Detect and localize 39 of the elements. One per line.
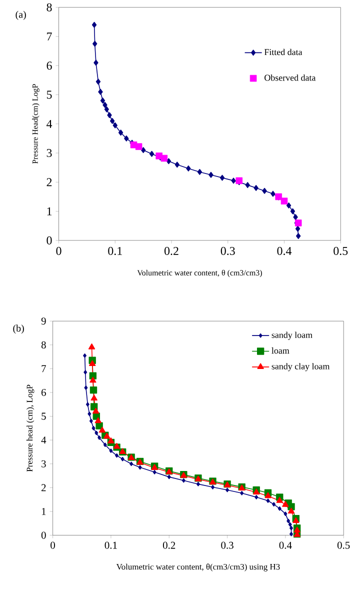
y-axis-title: Pressure head (cm), LogP — [26, 384, 34, 472]
y-tick-label: 0 — [41, 532, 46, 539]
y-tick-label: 9 — [41, 318, 46, 325]
chart-title: (a) — [16, 10, 26, 20]
y-tick-label: 4 — [41, 436, 46, 444]
x-tick-label: 0.2 — [162, 542, 175, 549]
y-tick-label: 2 — [46, 178, 52, 186]
y-tick-label: 1 — [47, 207, 52, 216]
legend-label: loam — [271, 347, 290, 354]
x-axis-title: Volumetric water content, θ(cm3/cm3) using H3 — [116, 564, 280, 572]
y-tick-label: 8 — [46, 3, 52, 12]
y-tick-label: 7 — [46, 32, 52, 40]
y-tick-label: 5 — [46, 90, 52, 99]
x-tick-label: 0 — [56, 246, 62, 255]
legend-label: sandy loam — [272, 332, 312, 340]
x-tick-label: 0.2 — [164, 246, 178, 256]
x-tick-label: 0.5 — [333, 246, 348, 256]
y-tick-label: 8 — [41, 341, 46, 348]
y-tick-label: 3 — [41, 460, 46, 468]
y-tick-label: 7 — [42, 365, 46, 372]
x-tick-label: 0.1 — [104, 542, 117, 549]
y-tick-label: 5 — [41, 412, 46, 420]
legend-label: Fitted data — [264, 48, 302, 56]
x-tick-label: 0.5 — [337, 542, 350, 549]
legend-label: sandy clay loam — [272, 363, 330, 372]
x-tick-label: 0.1 — [108, 246, 122, 256]
y-tick-label: 3 — [46, 148, 52, 158]
x-tick-label: 0.4 — [279, 542, 292, 549]
y-tick-label: 4 — [46, 120, 52, 128]
y-tick-label: 2 — [41, 484, 46, 492]
chart-title: (b) — [12, 324, 24, 334]
y-tick-label: 1 — [42, 508, 46, 515]
x-tick-label: 0.3 — [220, 246, 235, 256]
y-tick-label: 0 — [46, 236, 52, 244]
y-tick-label: 6 — [41, 388, 46, 396]
legend-label: Observed data — [264, 74, 316, 81]
y-tick-label: 6 — [46, 62, 52, 70]
x-tick-label: 0.3 — [220, 542, 234, 549]
x-tick-label: 0.4 — [277, 246, 292, 256]
